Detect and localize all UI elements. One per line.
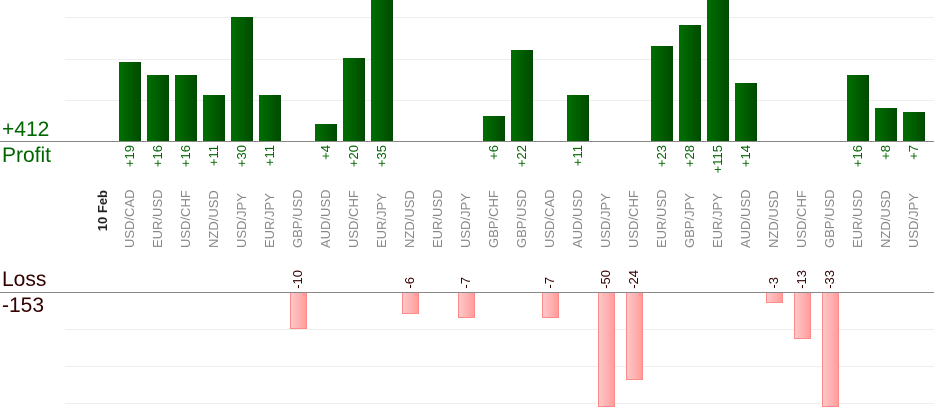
loss-baseline <box>0 292 934 293</box>
value-label: +16 <box>150 145 165 168</box>
category-label: GBP/JPY <box>682 193 697 248</box>
value-label: +16 <box>850 145 865 168</box>
value-label: +20 <box>346 145 361 168</box>
loss-label: Loss <box>2 268 47 291</box>
profit-bar <box>903 111 925 141</box>
value-label: +22 <box>514 145 529 168</box>
profit-bar <box>231 16 253 141</box>
loss-bar <box>542 292 559 318</box>
category-label: GBP/CHF <box>486 190 501 248</box>
category-label: EUR/USD <box>850 189 865 248</box>
category-label: GBP/USD <box>290 189 305 248</box>
loss-bar <box>626 292 643 380</box>
value-label: +16 <box>178 145 193 168</box>
category-label: AUD/USD <box>570 189 585 248</box>
value-label: -50 <box>598 270 613 289</box>
value-label: +7 <box>906 145 921 160</box>
value-label: +11 <box>262 145 277 167</box>
loss-bar <box>402 292 419 314</box>
gridline <box>65 59 934 60</box>
category-label: USD/JPY <box>234 193 249 248</box>
gridline <box>65 100 934 101</box>
category-label: USD/CHF <box>346 190 361 248</box>
profit-bar <box>315 124 337 141</box>
loss-bar <box>766 292 783 303</box>
category-label: EUR/USD <box>430 189 445 248</box>
profit-bar <box>119 62 141 141</box>
category-label: NZD/USD <box>206 190 221 248</box>
category-label: GBP/USD <box>514 189 529 248</box>
value-label: -6 <box>402 277 417 289</box>
profit-bar <box>651 45 673 141</box>
category-label: EUR/USD <box>150 189 165 248</box>
category-label: USD/CAD <box>542 189 557 248</box>
category-label: AUD/USD <box>318 189 333 248</box>
category-label: USD/CAD <box>122 189 137 248</box>
value-label: -33 <box>822 270 837 289</box>
loss-bar <box>290 292 307 329</box>
value-label: +30 <box>234 145 249 168</box>
value-label: -7 <box>458 277 473 289</box>
date-label: 10 Feb <box>95 190 110 232</box>
profit-bar <box>203 95 225 141</box>
value-label: +23 <box>654 145 669 168</box>
profit-bar <box>343 58 365 141</box>
profit-bar <box>735 82 757 141</box>
gridline <box>65 366 934 367</box>
category-label: USD/CHF <box>794 190 809 248</box>
value-label: +6 <box>486 145 501 160</box>
value-label: +11 <box>570 145 585 167</box>
profit-bar <box>707 0 729 141</box>
profit-bar <box>847 74 869 141</box>
category-label: EUR/JPY <box>262 193 277 248</box>
category-label: USD/CHF <box>626 190 641 248</box>
category-label: EUR/JPY <box>374 193 389 248</box>
profit-bar <box>875 107 897 141</box>
value-label: +115 <box>710 145 725 174</box>
value-label: -13 <box>794 270 809 289</box>
gridline <box>65 329 934 330</box>
profit-baseline <box>0 141 934 142</box>
category-label: USD/JPY <box>598 193 613 248</box>
gridline <box>65 17 934 18</box>
category-label: NZD/USD <box>766 190 781 248</box>
profit-bar <box>511 49 533 141</box>
value-label: -3 <box>766 277 781 289</box>
profit-bar <box>259 95 281 141</box>
value-label: +35 <box>374 145 389 168</box>
profit-bar <box>567 95 589 141</box>
profit-bar <box>483 116 505 141</box>
category-label: GBP/USD <box>822 189 837 248</box>
loss-bar <box>822 292 839 407</box>
loss-bar <box>794 292 811 340</box>
value-label: +11 <box>206 145 221 167</box>
profit-total: +412 <box>2 118 50 141</box>
value-label: -10 <box>290 270 305 289</box>
value-label: +28 <box>682 145 697 168</box>
value-label: +14 <box>738 145 753 168</box>
profit-bar <box>175 74 197 141</box>
value-label: -24 <box>626 270 641 289</box>
category-label: NZD/USD <box>878 190 893 248</box>
loss-bar <box>598 292 615 407</box>
profit-bar <box>147 74 169 141</box>
gridline <box>65 403 934 404</box>
category-label: EUR/USD <box>654 189 669 248</box>
loss-total: -153 <box>2 294 45 317</box>
profit-bar <box>371 0 393 141</box>
category-label: AUD/USD <box>738 189 753 248</box>
category-label: EUR/JPY <box>710 193 725 248</box>
value-label: -7 <box>542 277 557 289</box>
profit-bar <box>679 24 701 141</box>
category-label: USD/JPY <box>458 193 473 248</box>
loss-bar <box>458 292 475 318</box>
profit-label: Profit <box>2 144 52 167</box>
category-label: USD/CHF <box>178 190 193 248</box>
category-label: USD/JPY <box>906 193 921 248</box>
category-label: NZD/USD <box>402 190 417 248</box>
value-label: +8 <box>878 145 893 160</box>
value-label: +4 <box>318 145 333 160</box>
value-label: +19 <box>122 145 137 168</box>
